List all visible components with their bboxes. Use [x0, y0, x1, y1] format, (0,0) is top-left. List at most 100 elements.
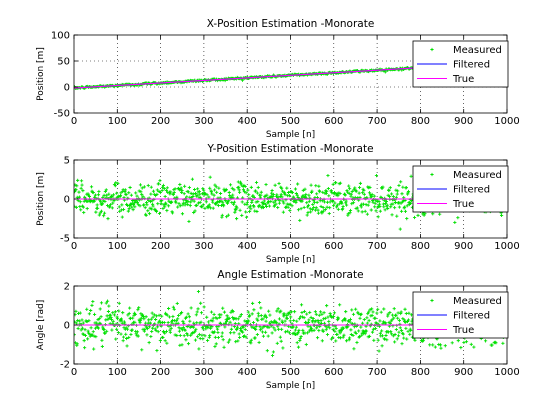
measured-point — [222, 310, 227, 314]
measured-point — [127, 191, 131, 195]
measured-point — [367, 334, 372, 338]
measured-point — [259, 306, 263, 310]
measured-point — [335, 332, 339, 337]
measured-point — [119, 191, 123, 195]
measured-point — [107, 316, 111, 320]
x-tick-label: 700 — [368, 116, 387, 127]
measured-point — [338, 181, 343, 185]
measured-point — [311, 202, 315, 207]
measured-point — [336, 207, 340, 211]
measured-point — [294, 325, 298, 329]
chart-panel-2: 0 100 200 300 400 500 600 700 800 900 1000-505Y-Po… — [36, 143, 520, 265]
measured-point — [215, 190, 219, 194]
measured-point — [150, 207, 154, 211]
measured-point — [309, 210, 313, 214]
measured-point — [396, 316, 400, 320]
measured-point — [121, 339, 125, 343]
measured-point — [310, 207, 314, 212]
measured-point — [406, 189, 411, 194]
measured-point — [154, 328, 158, 333]
measured-point — [82, 210, 86, 215]
measured-point — [135, 194, 139, 198]
measured-point — [157, 313, 161, 317]
measured-point — [228, 183, 233, 187]
measured-point — [199, 311, 204, 315]
measured-point — [302, 194, 306, 198]
measured-point — [196, 187, 200, 191]
measured-point — [351, 201, 356, 205]
measured-point — [372, 194, 376, 198]
measured-point — [344, 203, 349, 207]
measured-point — [193, 329, 197, 333]
measured-point — [299, 207, 303, 211]
measured-point — [259, 190, 263, 194]
measured-point — [238, 190, 242, 194]
measured-point — [370, 192, 374, 197]
measured-point — [348, 208, 353, 213]
measured-point — [325, 189, 329, 193]
measured-point — [197, 189, 201, 194]
measured-point — [351, 312, 356, 316]
measured-point — [331, 200, 335, 204]
measured-point — [216, 203, 221, 208]
measured-point — [190, 331, 195, 335]
measured-point — [283, 319, 287, 323]
measured-point — [232, 331, 236, 335]
measured-point — [170, 321, 174, 325]
measured-point — [347, 184, 351, 188]
measured-point — [334, 326, 338, 331]
measured-point — [380, 334, 385, 338]
x-tick-label: 0 — [71, 367, 77, 378]
measured-point — [148, 321, 153, 325]
measured-point — [264, 182, 268, 187]
measured-point — [287, 331, 292, 335]
measured-point — [356, 312, 360, 316]
measured-point — [173, 333, 177, 337]
measured-point — [128, 185, 132, 190]
measured-point — [163, 205, 167, 209]
measured-point — [162, 187, 166, 191]
measured-point — [77, 195, 82, 199]
measured-point — [258, 204, 262, 208]
measured-point — [113, 310, 117, 314]
measured-point — [156, 202, 160, 206]
measured-point — [238, 208, 242, 212]
measured-point — [103, 189, 107, 194]
measured-point — [158, 179, 162, 183]
measured-point — [397, 205, 401, 209]
measured-point — [225, 314, 229, 318]
measured-point — [296, 182, 300, 186]
legend: Measured Filtered True — [412, 40, 509, 88]
legend-label: True — [452, 74, 474, 85]
measured-point — [249, 338, 253, 342]
measured-point — [74, 320, 77, 324]
measured-point — [333, 329, 337, 333]
measured-point — [158, 190, 162, 195]
measured-point — [133, 205, 137, 209]
measured-point — [171, 305, 175, 309]
measured-point — [112, 313, 117, 317]
measured-point — [81, 205, 85, 209]
y-tick-label: 0 — [64, 195, 70, 206]
measured-point — [131, 208, 135, 212]
legend-marker — [430, 47, 434, 52]
measured-point — [212, 188, 217, 192]
measured-point — [105, 314, 109, 318]
measured-point — [201, 337, 205, 341]
measured-point — [244, 215, 249, 219]
measured-point — [111, 201, 115, 205]
measured-point — [157, 182, 161, 186]
measured-point — [394, 188, 398, 192]
measured-point — [272, 326, 276, 330]
measured-point — [343, 318, 347, 322]
measured-point — [483, 339, 488, 343]
measured-point — [76, 178, 80, 182]
measured-point — [101, 199, 105, 203]
measured-point — [338, 303, 342, 307]
measured-point — [360, 210, 364, 214]
measured-point — [276, 327, 281, 331]
measured-point — [275, 341, 279, 345]
measured-point — [380, 329, 384, 333]
measured-point — [173, 187, 177, 191]
measured-point — [87, 194, 91, 199]
